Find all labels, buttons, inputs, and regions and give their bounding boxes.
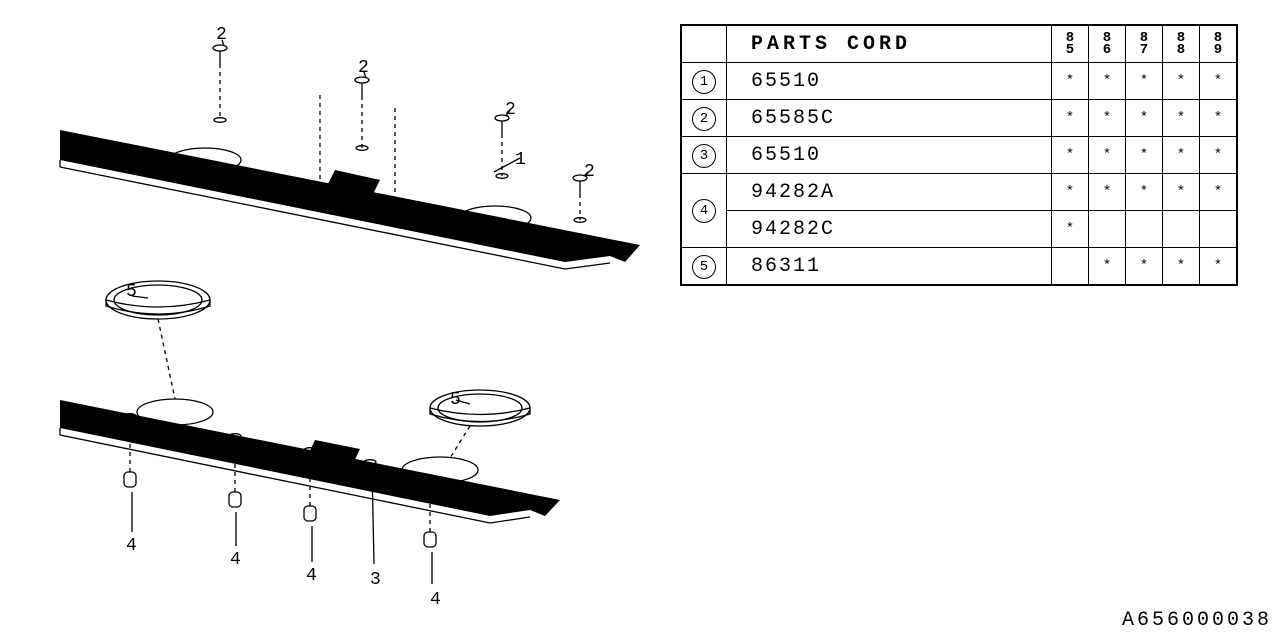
rivet bbox=[213, 45, 227, 120]
parts-row: 494282A***** bbox=[681, 174, 1237, 211]
callout-4: 4 bbox=[126, 536, 137, 556]
year-mark: * bbox=[1163, 63, 1200, 100]
year-mark: * bbox=[1089, 174, 1126, 211]
parts-row: 586311**** bbox=[681, 248, 1237, 286]
upper-panel bbox=[60, 118, 640, 269]
year-mark: * bbox=[1163, 100, 1200, 137]
year-mark: * bbox=[1052, 63, 1089, 100]
callout-3: 3 bbox=[370, 570, 381, 590]
year-mark: * bbox=[1126, 63, 1163, 100]
upper-panel-outline bbox=[60, 130, 640, 262]
lower-left-cutout bbox=[137, 399, 213, 425]
year-mark bbox=[1163, 211, 1200, 248]
year-mark: * bbox=[1052, 211, 1089, 248]
row-index: 4 bbox=[692, 199, 716, 223]
year-col: 86 bbox=[1089, 25, 1126, 63]
year-mark: * bbox=[1052, 137, 1089, 174]
row-index: 1 bbox=[692, 70, 716, 94]
year-mark bbox=[1126, 211, 1163, 248]
part-code: 65585C bbox=[727, 100, 1052, 137]
year-col: 88 bbox=[1163, 25, 1200, 63]
parts-header: PARTS CORD bbox=[727, 25, 1052, 63]
year-mark: * bbox=[1126, 248, 1163, 286]
year-mark: * bbox=[1200, 174, 1238, 211]
callout-4: 4 bbox=[306, 566, 317, 586]
row-index: 2 bbox=[692, 107, 716, 131]
year-mark: * bbox=[1126, 100, 1163, 137]
part-code: 94282A bbox=[727, 174, 1052, 211]
rivet bbox=[355, 77, 369, 148]
callout-2: 2 bbox=[216, 25, 227, 45]
year-mark: * bbox=[1200, 137, 1238, 174]
callout-2: 2 bbox=[505, 100, 516, 120]
year-mark: * bbox=[1126, 174, 1163, 211]
year-mark: * bbox=[1089, 248, 1126, 286]
part-code: 86311 bbox=[727, 248, 1052, 286]
callout-5: 5 bbox=[126, 282, 137, 302]
speaker-cap-left bbox=[106, 281, 210, 399]
row-index: 5 bbox=[692, 255, 716, 279]
year-mark: * bbox=[1052, 174, 1089, 211]
year-mark: * bbox=[1089, 63, 1126, 100]
year-mark: * bbox=[1200, 100, 1238, 137]
parts-table: PARTS CORD8586878889165510*****265585C**… bbox=[680, 24, 1238, 286]
year-mark: * bbox=[1163, 248, 1200, 286]
year-mark: * bbox=[1089, 100, 1126, 137]
callout-2: 2 bbox=[358, 58, 369, 78]
year-mark: * bbox=[1163, 174, 1200, 211]
part-code: 94282C bbox=[727, 211, 1052, 248]
year-mark: * bbox=[1052, 100, 1089, 137]
year-col: 89 bbox=[1200, 25, 1238, 63]
callout-4: 4 bbox=[430, 590, 441, 610]
callout-5: 5 bbox=[450, 390, 461, 410]
rivet bbox=[495, 115, 509, 176]
year-mark: * bbox=[1200, 248, 1238, 286]
parts-row: 165510***** bbox=[681, 63, 1237, 100]
parts-row: 365510***** bbox=[681, 137, 1237, 174]
diagram-code: A656000038 bbox=[1122, 609, 1272, 632]
year-mark bbox=[1200, 211, 1238, 248]
row-index: 3 bbox=[692, 144, 716, 168]
year-mark: * bbox=[1163, 137, 1200, 174]
year-mark: * bbox=[1126, 137, 1163, 174]
year-col: 85 bbox=[1052, 25, 1089, 63]
callout-2: 2 bbox=[584, 162, 595, 182]
part-code: 65510 bbox=[727, 63, 1052, 100]
year-col: 87 bbox=[1126, 25, 1163, 63]
year-mark: * bbox=[1200, 63, 1238, 100]
parts-row: 265585C***** bbox=[681, 100, 1237, 137]
part-code: 65510 bbox=[727, 137, 1052, 174]
year-mark bbox=[1052, 248, 1089, 286]
parts-row: 94282C* bbox=[681, 211, 1237, 248]
year-mark: * bbox=[1089, 137, 1126, 174]
year-mark bbox=[1089, 211, 1126, 248]
callout-4: 4 bbox=[230, 550, 241, 570]
callout-1: 1 bbox=[515, 150, 526, 170]
speaker-cap-right bbox=[430, 390, 530, 458]
